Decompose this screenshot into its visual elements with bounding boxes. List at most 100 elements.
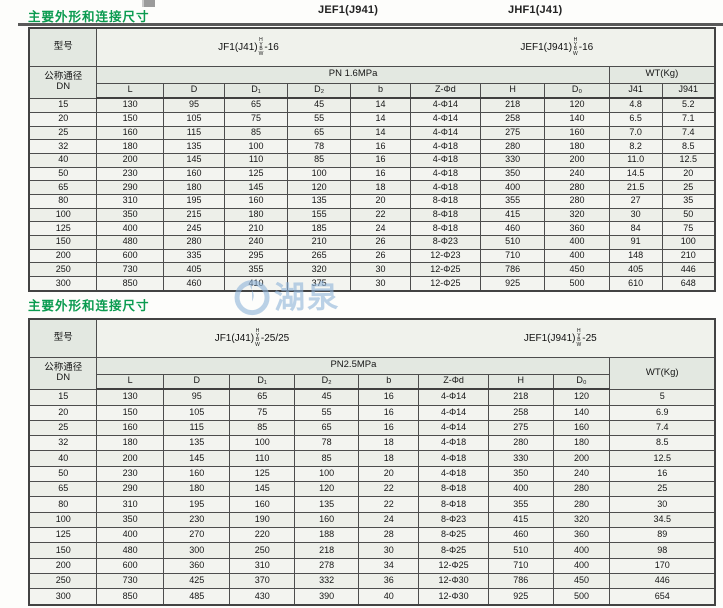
table-cell: 8-Φ18	[418, 481, 490, 498]
table-cell: 27	[608, 193, 663, 209]
model-designation: JEF1(J941) H Y B W -16	[520, 37, 594, 57]
table-cell: 20	[350, 193, 411, 209]
model-designations-cell: JF1(J41) H Y B W -16 JEF1(J941) H Y B W -16	[96, 27, 716, 67]
table-cell: 50	[661, 207, 716, 223]
dn-column-header: 公称通径 DN	[28, 356, 98, 390]
table-cell: 16	[358, 388, 420, 406]
table-cell: 5.2	[661, 97, 716, 113]
table-cell: 500	[544, 276, 610, 292]
table-row: 32 180 135 100 78 16 4-Φ18 280 180 8.2 8.5	[28, 139, 716, 154]
table-cell: 4-Φ18	[409, 152, 481, 168]
table-cell: 8-Φ23	[418, 511, 490, 529]
table-cell: 4-Φ18	[409, 139, 481, 154]
table-row: 50 230 160 125 100 20 4-Φ18 350 240 16	[28, 465, 716, 483]
table-cell: 14	[350, 125, 411, 141]
table-row: 65 290 180 145 120 18 4-Φ18 400 280 21.5 25	[28, 180, 716, 195]
table-cell: 350	[488, 465, 554, 483]
table-cell: 360	[162, 557, 231, 574]
table-cell: 275	[488, 419, 554, 437]
table-cell: 34.5	[609, 511, 716, 529]
column-header: D	[162, 373, 231, 390]
table-cell: 400	[552, 557, 611, 574]
table-cell: 258	[488, 404, 554, 421]
table-cell: 75	[229, 404, 295, 421]
table-cell: 18	[350, 180, 411, 195]
table-row: 15 130 95 65 45 14 4-Φ14 218 120 4.8 5.2	[28, 97, 716, 113]
table-cell: 12-Φ25	[418, 557, 490, 574]
section1-title: 主要外形和连接尺寸	[28, 10, 150, 24]
group-header-row: 公称通径 DN PN2.5MPa WT(Kg)	[28, 356, 716, 390]
table-cell: 200	[96, 152, 164, 168]
scan-artifact	[142, 0, 155, 7]
table-cell: 320	[544, 207, 610, 223]
pressure-group-header: PN 1.6MPa	[96, 65, 610, 84]
table-cell: 130	[96, 97, 164, 113]
table-cell: 125	[28, 527, 98, 544]
table-cell: 275	[479, 125, 546, 141]
table-cell: 120	[293, 481, 360, 498]
table-cell: 45	[293, 388, 360, 406]
table-cell: 160	[96, 125, 164, 141]
table-row: 80 310 195 160 135 22 8-Φ18 355 280 30	[28, 496, 716, 513]
table-cell: 330	[479, 152, 546, 168]
column-header: b	[358, 373, 420, 390]
table-cell: 85	[223, 125, 289, 141]
table-cell: 65	[223, 97, 289, 113]
table-cell: 250	[28, 262, 98, 278]
table-cell: 180	[162, 481, 231, 498]
table-cell: 485	[162, 588, 231, 606]
table-row: 65 290 180 145 120 22 8-Φ18 400 280 25	[28, 481, 716, 498]
table-cell: 405	[608, 262, 663, 278]
table-cell: 450	[544, 262, 610, 278]
table-cell: 4-Φ14	[409, 125, 481, 141]
table-cell: 200	[544, 152, 610, 168]
table-cell: 280	[552, 481, 611, 498]
table-cell: 135	[293, 496, 360, 513]
table-cell: 195	[162, 193, 225, 209]
column-header-row: L D D₁ D₂ b Z-Φd H D₀ J41 J941	[29, 82, 716, 99]
table-cell: 130	[96, 388, 164, 406]
table-cell: 160	[544, 125, 610, 141]
table-cell: 400	[544, 235, 610, 250]
table-cell: 160	[162, 166, 225, 182]
table-cell: 8-Φ18	[409, 221, 481, 236]
table-cell: 16	[350, 166, 411, 182]
table-cell: 230	[96, 465, 164, 483]
table-cell: 310	[96, 496, 164, 513]
table-cell: 180	[552, 435, 611, 452]
table-cell: 6.9	[609, 404, 716, 421]
table-cell: 148	[608, 248, 663, 264]
dimensions-table-pn25: 型号 JF1(J41) H Y B W -25/25 JEF1(J941) H Y B W -25 公…	[28, 318, 716, 606]
table-cell: 370	[229, 572, 295, 590]
table-row: 50 230 160 125 100 16 4-Φ18 350 240 14.5 20	[28, 166, 716, 182]
table-cell: 135	[162, 139, 225, 154]
table-cell: 400	[96, 221, 164, 236]
table-row: 150 480 280 240 210 26 8-Φ23 510 400 91 100	[28, 235, 716, 250]
model-designations-cell: JF1(J41) H Y B W -25/25 JEF1(J941) H Y B W -25	[96, 318, 716, 358]
table-cell: 210	[223, 221, 289, 236]
table-cell: 200	[28, 248, 98, 264]
table-cell: 145	[229, 481, 295, 498]
table-cell: 320	[552, 511, 611, 529]
table-cell: 258	[479, 111, 546, 127]
table-cell: 65	[28, 481, 98, 498]
table-cell: 230	[162, 511, 231, 529]
column-header: J41	[608, 82, 663, 99]
table-cell: 295	[223, 248, 289, 264]
table-cell: 218	[479, 97, 546, 113]
table-cell: 35	[661, 193, 716, 209]
table-cell: 50	[28, 166, 98, 182]
pressure-group-header: PN2.5MPa	[96, 356, 611, 375]
dn-label-en: DN	[56, 81, 71, 92]
table-cell: 270	[162, 527, 231, 544]
table-cell: 500	[552, 588, 611, 606]
table-cell: 730	[96, 262, 164, 278]
table-cell: 7.1	[661, 111, 716, 127]
table-cell: 648	[661, 276, 716, 292]
table-cell: 180	[96, 139, 164, 154]
table-cell: 300	[28, 588, 98, 606]
dn-column-header: 公称通径 DN	[28, 65, 98, 99]
table-cell: 15	[28, 388, 98, 406]
